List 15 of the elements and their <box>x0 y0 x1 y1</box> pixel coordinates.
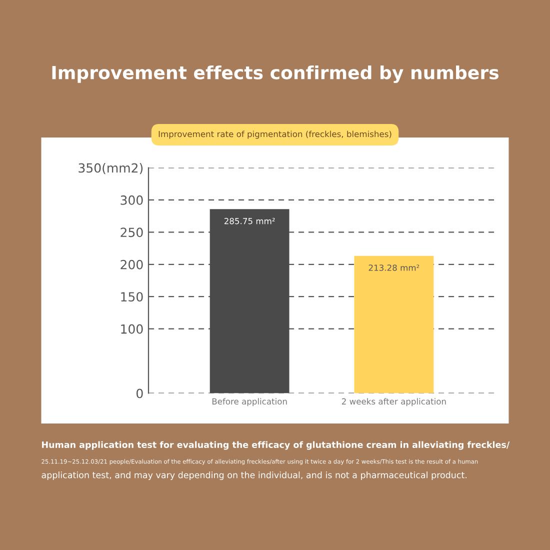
data-label: 213.28 mm² <box>368 264 420 271</box>
y-tick-label: 200 <box>120 260 143 270</box>
y-tick-label: 300 <box>120 195 143 205</box>
y-tick-label: 250 <box>120 228 143 238</box>
chart-title: Improvement effects confirmed by numbers <box>52 65 498 84</box>
y-tick-label: 100 <box>121 324 143 334</box>
x-tick-label: 2 weeks after application <box>342 398 446 406</box>
y-tick-label: 0 <box>136 388 143 398</box>
data-label: 285.75 mm² <box>224 218 275 224</box>
x-tick-label: Before application <box>212 398 287 406</box>
y-tick-label: 350(mm2) <box>78 163 143 174</box>
text: application test, and may vary depending on the individual, and is not a pharmaceutical product. <box>42 472 467 480</box>
text: Human application test for evaluating the efficacy of glutathione cream in alleviating freckles/ <box>42 441 510 450</box>
y-tick-label: 150 <box>121 292 143 302</box>
chart-subtitle: Improvement rate of pigmentation (freckles, blemishes) <box>158 130 392 139</box>
